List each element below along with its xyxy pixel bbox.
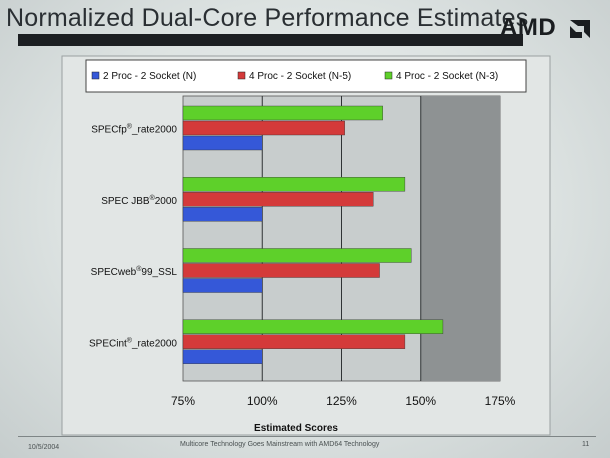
bar	[182, 278, 263, 293]
footer-text: Multicore Technology Goes Mainstream wit…	[180, 441, 380, 448]
bar	[182, 349, 263, 364]
x-tick-label: 125%	[326, 394, 357, 408]
shaded-region	[420, 96, 500, 381]
bar	[182, 334, 406, 349]
bar	[182, 135, 263, 151]
legend-label: 2 Proc - 2 Socket (N)	[103, 71, 196, 82]
slide-title: Normalized Dual-Core Performance Estimat…	[6, 4, 529, 32]
bar	[182, 105, 383, 121]
x-axis-label: Estimated Scores	[254, 423, 338, 434]
bar	[182, 263, 380, 278]
amd-arrow-icon	[570, 20, 590, 38]
legend-swatch	[237, 71, 246, 80]
category-label: SPEC JBB®2000	[101, 194, 177, 207]
x-tick-label: 175%	[485, 394, 516, 408]
bar	[182, 207, 263, 222]
x-tick-label: 100%	[247, 394, 278, 408]
legend-swatch	[91, 71, 100, 80]
bar	[182, 120, 345, 136]
bar	[182, 248, 412, 263]
category-label: SPECfp®_rate2000	[91, 123, 177, 136]
page-number: 11	[582, 441, 590, 448]
legend-label: 4 Proc - 2 Socket (N-3)	[396, 71, 498, 82]
bar	[182, 319, 444, 334]
legend-label: 4 Proc - 2 Socket (N-5)	[249, 71, 351, 82]
legend-swatch	[384, 71, 393, 80]
category-label: SPECint®_rate2000	[89, 336, 177, 349]
bar	[182, 177, 406, 192]
footer-date: 10/5/2004	[28, 444, 60, 451]
title-underline-bar	[18, 34, 523, 46]
x-tick-label: 150%	[405, 394, 436, 408]
amd-logo: AMD	[500, 14, 557, 41]
footer-divider	[18, 436, 596, 437]
legend-box	[85, 59, 527, 93]
bar	[182, 192, 374, 207]
category-label: SPECweb®99_SSL	[91, 265, 178, 278]
x-tick-label: 75%	[171, 394, 195, 408]
